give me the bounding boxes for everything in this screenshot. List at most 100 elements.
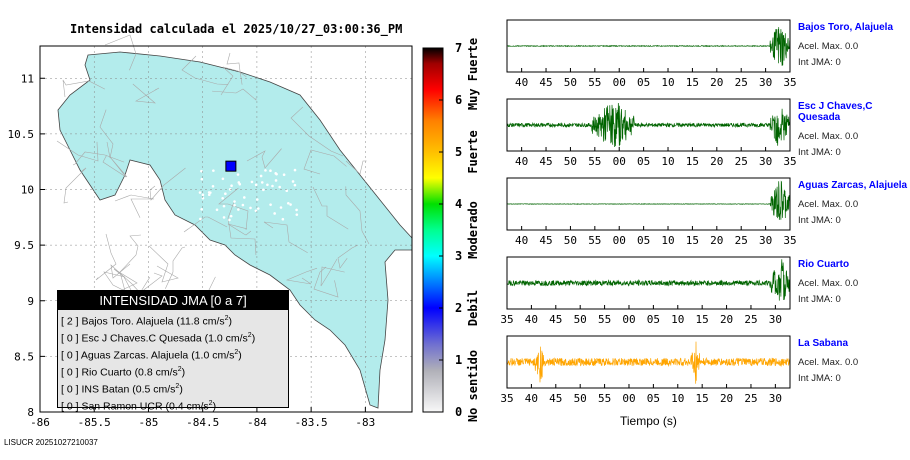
x-tick-label: 35: [783, 155, 796, 168]
road: [212, 88, 257, 101]
x-tick-label: 10: [671, 392, 684, 405]
town-dot: [275, 172, 278, 176]
colorbar-tick-label: 0: [455, 405, 462, 419]
road: [117, 234, 142, 275]
x-tick-label: 10: [671, 313, 684, 326]
town-dot: [286, 201, 290, 205]
x-tick-label: 55: [588, 155, 601, 168]
x-tick-label: 20: [720, 392, 733, 405]
road: [132, 83, 160, 104]
road: [320, 258, 345, 287]
legend-station: San Ramon UCR: [81, 400, 163, 413]
road: [285, 267, 318, 285]
station-name: La Sabana: [798, 338, 849, 349]
legend-station: Rio Cuarto: [81, 366, 132, 379]
colorbar-tick-label: 6: [455, 93, 462, 107]
legend-exp: 2: [175, 383, 180, 390]
x-tick-label: -83: [355, 416, 375, 429]
legend-station: Bajos Toro. Alajuela: [81, 315, 174, 328]
town-dot: [291, 180, 295, 183]
x-tick-label: 35: [783, 76, 796, 89]
town-dot: [233, 200, 236, 203]
panel-frame: [506, 256, 791, 310]
x-tick-label: 10: [661, 234, 674, 247]
x-tick-label: 15: [686, 234, 699, 247]
town-dot: [207, 193, 211, 197]
x-tick-label: 55: [598, 392, 611, 405]
x-tick-label: 10: [661, 155, 674, 168]
town-dot: [274, 179, 278, 182]
town-dot: [254, 183, 258, 187]
town-dot: [199, 217, 202, 221]
town-dot: [256, 207, 260, 210]
y-tick-label: 11: [21, 72, 34, 85]
jma-intensity: Int JMA: 0: [798, 215, 841, 226]
colorbar-tick-label: 4: [455, 197, 462, 211]
max-accel: Acel. Max. 0.0: [798, 199, 859, 210]
panel-frame: [506, 98, 791, 152]
town-dot: [295, 213, 299, 216]
legend-exp: 2: [177, 366, 182, 373]
legend-exp: 2: [208, 400, 213, 407]
legend-row: [ 0 ] Esc J Chaves.C Quesada (1.0 cm/s2): [61, 332, 256, 345]
legend-acc: (1.0 cm/s: [204, 332, 248, 345]
road: [345, 160, 367, 175]
station-info: Rio Cuarto Acel. Max. 0.0 Int JMA: 0: [798, 259, 858, 305]
town-dot: [200, 208, 203, 211]
seismograms: 40 45 50 55 00 05 10 15 20 25 30 35 40 45 50 55 00 05 10 15…: [500, 19, 797, 405]
town-dot: [236, 173, 240, 176]
town-dot: [237, 181, 241, 184]
road: [220, 66, 247, 96]
x-tick-label: 15: [696, 392, 709, 405]
town-dot: [273, 212, 276, 215]
max-accel: Acel. Max. 0.0: [798, 41, 859, 52]
x-tick-label: -86: [30, 416, 50, 429]
town-dot: [200, 177, 204, 181]
road: [226, 52, 243, 85]
town-dot: [266, 183, 269, 187]
town-dot: [278, 185, 282, 189]
station-name: Aguas Zarcas, Alajuela: [798, 180, 908, 191]
x-tick-label: 20: [710, 155, 723, 168]
x-tick-label: 50: [564, 234, 577, 247]
road: [104, 34, 137, 71]
road: [72, 151, 125, 166]
town-dot: [241, 203, 245, 207]
legend-acc: (0.4 cm/s: [165, 400, 209, 413]
x-tick-label: 45: [539, 76, 552, 89]
station-info: Aguas Zarcas, Alajuela Acel. Max. 0.0 Int …: [798, 180, 907, 226]
road: [337, 244, 359, 269]
x-tick-label: 00: [622, 392, 635, 405]
station-name: Bajos Toro, Alajuela: [798, 22, 894, 33]
intensity-legend: INTENSIDAD JMA [0 a 7] [ 2 ] Bajos Toro.…: [57, 290, 289, 413]
x-tick-label: 45: [539, 155, 552, 168]
legend-row: [ 0 ] Aguas Zarcas. Alajuela (1.0 cm/s2): [61, 349, 242, 362]
waveform: [506, 27, 791, 66]
road: [95, 233, 117, 281]
road: [99, 109, 114, 159]
town-dot: [279, 206, 283, 209]
road: [312, 186, 349, 230]
x-tick-label: -85.5: [78, 416, 111, 429]
x-tick-label: 00: [613, 234, 626, 247]
waveform: [506, 259, 791, 301]
town-dot: [289, 203, 292, 206]
town-dot: [229, 214, 233, 218]
x-tick-label: 25: [744, 392, 757, 405]
town-dot: [249, 206, 252, 210]
y-tick-label: 10.5: [8, 128, 35, 141]
town-dot: [201, 193, 205, 197]
y-tick-label: 10: [21, 184, 34, 197]
colorbar-tick-label: 1: [455, 353, 462, 367]
road: [63, 167, 87, 204]
road: [183, 216, 228, 233]
x-tick-label: 50: [574, 313, 587, 326]
town-dot: [222, 216, 226, 219]
x-tick-label: 05: [647, 392, 660, 405]
town-dot: [215, 208, 219, 212]
road: [139, 272, 163, 294]
x-tick-label: 20: [710, 234, 723, 247]
x-tick-label: 15: [686, 76, 699, 89]
x-axis-label: Tiempo (s): [620, 414, 677, 428]
waveform: [506, 341, 791, 384]
